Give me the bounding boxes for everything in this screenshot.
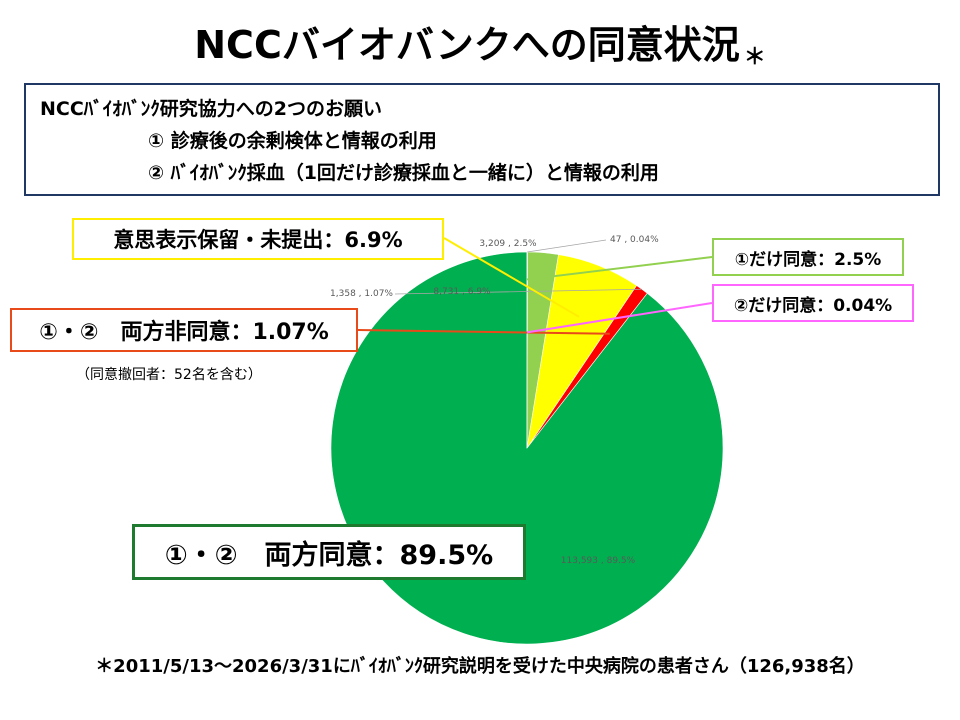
label-leader-both-disagree [394,288,642,295]
callout-leader-only1 [526,256,713,281]
data-labels: 113,593 , 89.5% 1,358 , 1.07% 8,731 , 6.9%… [330,235,659,566]
data-label-only1: 3,209 , 2.5% [479,239,537,249]
title-text: NCCバイオバンクへの同意状況 [194,23,740,67]
request-heading: NCCﾊﾞｲｵﾊﾞﾝｸ研究協力への2つのお願い [40,98,383,120]
leader-lines [357,237,713,335]
callout-only1: ①だけ同意：2.5% [712,238,904,276]
data-label-both-disagree: 1,358 , 1.07% [330,289,393,299]
data-label-only2: 47 , 0.04% [610,235,659,245]
data-label-both-agree: 113,593 , 89.5% [561,556,636,566]
title-marker: ＊ [743,45,766,70]
callout-both-agree: ①・② 両方同意：89.5% [132,524,526,580]
withdraw-note: （同意撤回者：52名を含む） [76,367,262,383]
callout-only2: ②だけ同意：0.04% [712,284,914,322]
callout-leader-pending [443,237,580,318]
callout-pending: 意思表示保留・未提出：6.9% [72,218,444,260]
footnote: ＊2011/5/13～2026/3/31にﾊﾞｲｵﾊﾞﾝｸ研究説明を受けた中央病… [95,656,865,677]
request-item-1: ① 診療後の余剰検体と情報の利用 [148,130,437,152]
callout-leader-both-disagree [357,329,610,335]
data-label-pending: 8,731 , 6.9% [433,287,491,297]
label-leader-only2 [527,239,607,253]
request-box: NCCﾊﾞｲｵﾊﾞﾝｸ研究協力への2つのお願い ① 診療後の余剰検体と情報の利用… [24,83,940,196]
request-item-2: ② ﾊﾞｲｵﾊﾞﾝｸ採血（1回だけ診療採血と一緒に）と情報の利用 [148,162,659,184]
callout-both-disagree: ①・② 両方非同意：1.07% [10,308,358,352]
page-title: NCCバイオバンクへの同意状況＊ [0,14,960,71]
callout-leader-only2 [526,302,713,334]
